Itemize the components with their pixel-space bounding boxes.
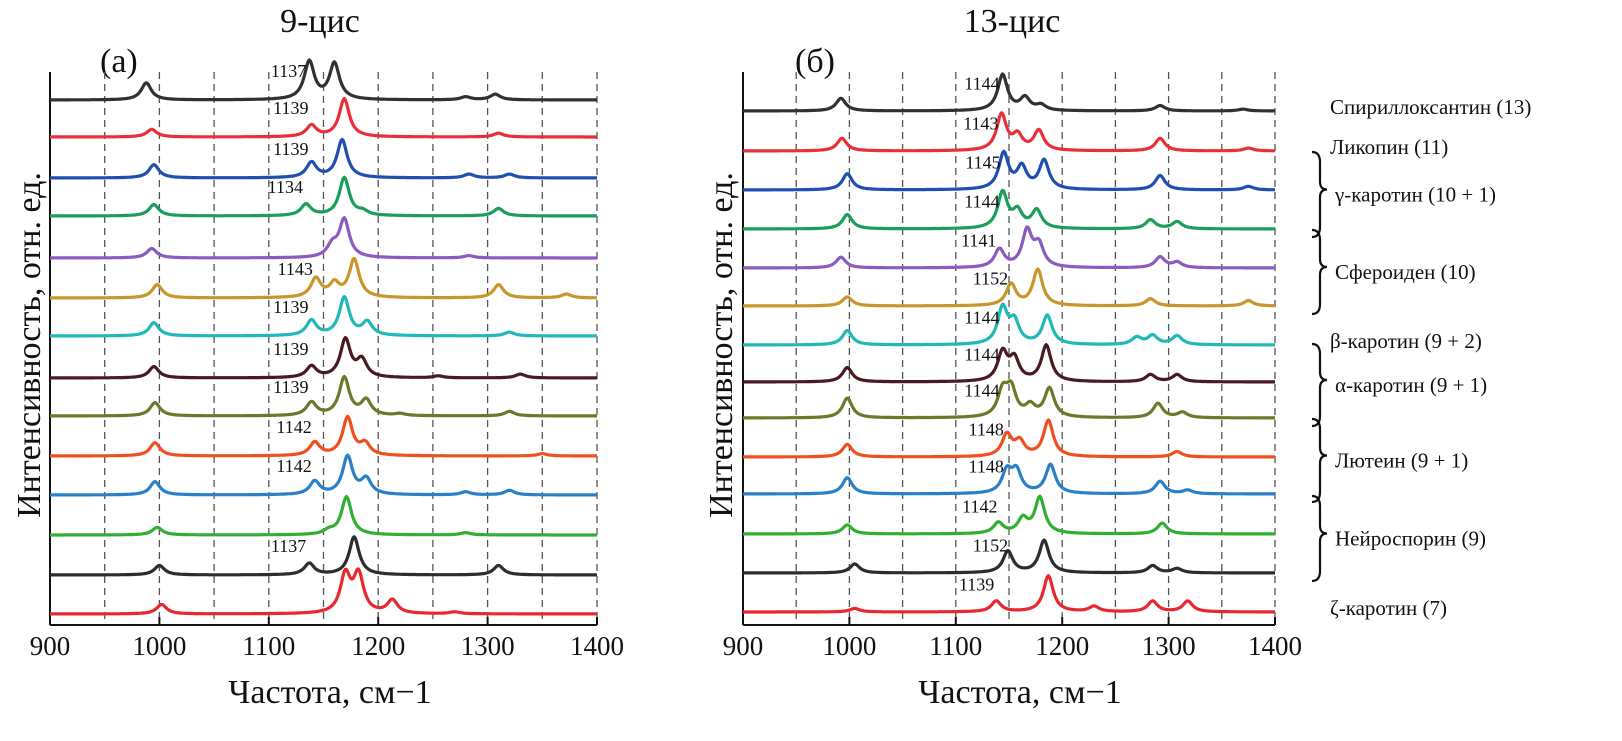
spectrum-line — [742, 343, 1276, 384]
spectrum-line — [49, 495, 598, 537]
peak-label: 1142 — [962, 496, 997, 516]
panel-a: 900 1000 1100 1200 1300 1400 1137 1139 1139 1134 1… — [30, 58, 624, 661]
spectrum-line — [742, 418, 1276, 459]
peak-label: 1139 — [273, 377, 308, 397]
legend-entry: Спириллоксантин (13) — [1330, 95, 1531, 119]
spectrum-line — [742, 149, 1276, 192]
x-tick-label: 1000 — [132, 631, 186, 661]
peak-label: 1152 — [973, 535, 1008, 555]
peak-label: 1139 — [273, 98, 308, 118]
legend-entry: Лютеин (9 + 1) — [1335, 449, 1468, 473]
brace — [1311, 228, 1328, 316]
peak-label: 1143 — [963, 113, 998, 133]
spectrum-line — [742, 494, 1276, 536]
x-tick-label: 1100 — [929, 631, 982, 661]
panel-b-ylabel: Интенсивность, отн. ед. — [703, 172, 740, 518]
legend-entry: β-каротин (9 + 2) — [1330, 329, 1482, 353]
spectrum-line — [742, 111, 1276, 153]
x-tick-label: 1400 — [1248, 631, 1302, 661]
legend-entry: ζ-каротин (7) — [1330, 596, 1447, 620]
panel-b-label: (б) — [795, 43, 835, 80]
spectrum-line — [49, 414, 598, 458]
spectrum-line — [742, 225, 1276, 270]
peak-label: 1148 — [969, 456, 1004, 476]
panel-a-title: 9-цис — [280, 3, 360, 40]
peak-label: 1139 — [959, 574, 994, 594]
panel-a-xlabel: Частота, см−1 — [228, 674, 431, 711]
peak-label: 1139 — [273, 139, 308, 159]
spectrum-line — [49, 216, 598, 260]
panel-b-xlabel: Частота, см−1 — [918, 674, 1121, 711]
panel-b-title: 13-цис — [964, 3, 1061, 40]
spectrum-line — [742, 72, 1276, 113]
legend-entry: Ликопин (11) — [1330, 135, 1448, 159]
legend: Спириллоксантин (13) Ликопин (11) γ-кароти… — [1311, 95, 1531, 620]
spectrum-line — [742, 188, 1276, 231]
spectrum-line — [49, 256, 598, 300]
spectrum-line — [49, 453, 598, 497]
peak-label: 1144 — [964, 307, 999, 327]
peak-label: 1144 — [964, 380, 999, 400]
spectrum-line — [49, 374, 598, 418]
peak-label: 1142 — [276, 417, 311, 437]
spectrum-line — [49, 137, 598, 180]
panel-b: 900 1000 1100 1200 1300 1400 1144 1143 1145 1144 1… — [723, 72, 1302, 661]
x-tick-label: 1000 — [822, 631, 876, 661]
x-tick-label: 1100 — [242, 631, 295, 661]
peak-label: 1148 — [969, 419, 1004, 439]
spectrum-line — [742, 267, 1276, 308]
x-tick-label: 900 — [723, 631, 764, 661]
x-tick-label: 1200 — [351, 631, 405, 661]
legend-entry: α-каротин (9 + 1) — [1335, 373, 1487, 397]
peak-label: 1142 — [276, 456, 311, 476]
peak-label: 1143 — [277, 259, 312, 279]
peak-label: 1139 — [273, 297, 308, 317]
peak-label: 1139 — [273, 339, 308, 359]
peak-label: 1144 — [964, 344, 999, 364]
peak-label: 1134 — [268, 177, 303, 197]
legend-entry: Нейроспорин (9) — [1335, 527, 1486, 551]
spectrum-line — [49, 175, 598, 218]
peak-label: 1152 — [973, 268, 1008, 288]
legend-entry: γ-каротин (10 + 1) — [1334, 183, 1496, 207]
spectrum-line — [49, 336, 598, 380]
panel-a-label: (а) — [100, 43, 138, 80]
spectrum-line — [742, 379, 1276, 420]
peak-label: 1137 — [271, 536, 306, 556]
peak-label: 1145 — [965, 152, 1000, 172]
spectrum-line — [49, 567, 598, 616]
spectrum-line — [49, 295, 598, 338]
peak-label: 1137 — [271, 61, 306, 81]
spectrum-line — [742, 538, 1276, 575]
x-tick-label: 1400 — [570, 631, 624, 661]
spectrum-line — [742, 302, 1276, 347]
brace — [1311, 494, 1328, 583]
x-tick-label: 900 — [30, 631, 71, 661]
spectrum-line — [742, 574, 1276, 614]
spectrum-line — [49, 535, 598, 577]
x-tick-label: 1200 — [1035, 631, 1089, 661]
brace — [1311, 150, 1328, 239]
peak-label: 1144 — [964, 73, 999, 93]
spectrum-line — [742, 462, 1276, 496]
peak-label: 1144 — [964, 191, 999, 211]
brace — [1311, 417, 1328, 504]
panel-a-ylabel: Интенсивность, отн. ед. — [11, 172, 48, 518]
x-tick-label: 1300 — [1142, 631, 1196, 661]
peak-label: 1141 — [961, 230, 996, 250]
brace — [1311, 342, 1328, 428]
spectrum-line — [49, 58, 598, 102]
legend-entry: Сфероиден (10) — [1335, 260, 1476, 284]
spectrum-line — [49, 97, 598, 139]
x-tick-label: 1300 — [461, 631, 515, 661]
